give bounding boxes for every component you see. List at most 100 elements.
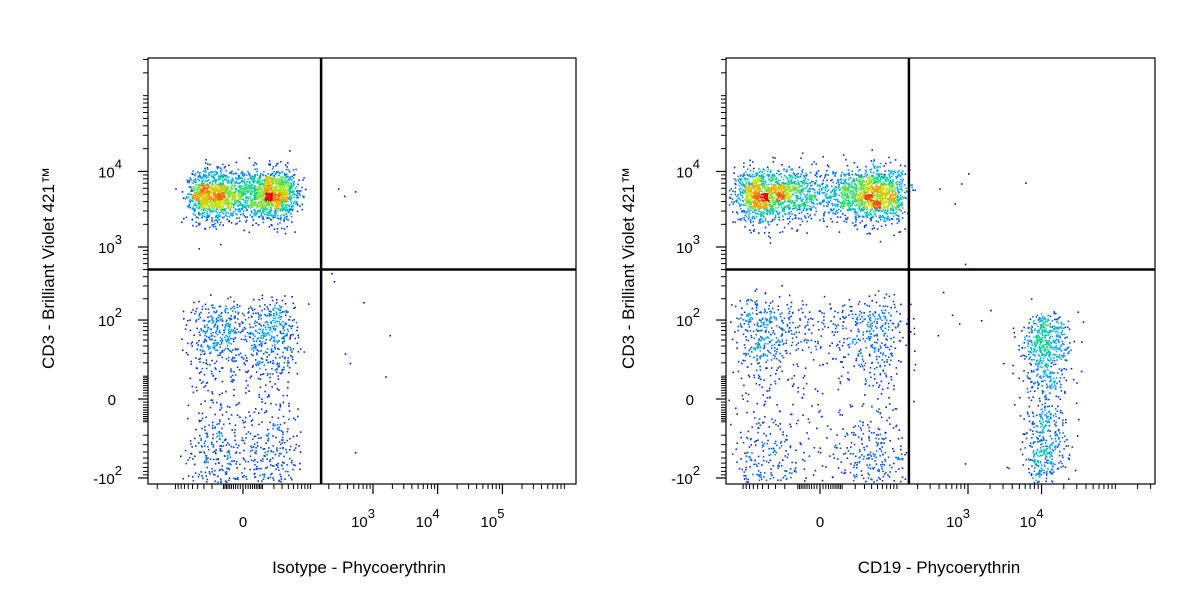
event-dot: [219, 346, 222, 348]
event-dot: [218, 305, 221, 308]
event-dot: [271, 213, 273, 216]
event-dot: [290, 187, 293, 189]
event-dot: [252, 177, 255, 179]
event-dot: [259, 186, 262, 188]
event-dot: [226, 344, 229, 347]
event-dot: [234, 348, 237, 350]
event-dot: [276, 194, 278, 197]
event-dot: [217, 193, 220, 196]
event-dot: [225, 481, 228, 483]
event-dot: [830, 197, 832, 199]
event-dot: [749, 209, 752, 211]
event-dot: [269, 460, 271, 463]
event-dot: [198, 473, 201, 476]
event-dot: [801, 185, 804, 187]
event-dot: [867, 202, 870, 204]
event-dot: [196, 389, 198, 392]
event-dot: [276, 299, 278, 301]
event-dot: [201, 198, 204, 201]
event-dot: [275, 207, 277, 210]
event-dot: [204, 334, 206, 337]
event-dot: [256, 204, 258, 206]
event-dot: [801, 168, 804, 171]
event-dot: [854, 218, 857, 220]
event-dot: [210, 294, 212, 296]
event-dot: [798, 208, 800, 210]
event-dot: [254, 214, 257, 217]
event-dot: [209, 346, 211, 349]
event-dot: [235, 354, 237, 356]
event-dot: [206, 194, 209, 196]
event-dot: [870, 179, 873, 181]
event-dot: [264, 455, 266, 457]
event-dot: [212, 331, 214, 334]
event-dot: [266, 348, 269, 350]
event-dot: [230, 380, 233, 383]
event-dot: [200, 192, 203, 195]
event-dot: [853, 210, 856, 213]
event-dot: [747, 181, 750, 183]
event-dot: [225, 334, 227, 337]
event-dot: [278, 389, 280, 391]
event-dot: [244, 201, 246, 204]
event-dot: [826, 201, 828, 204]
event-dot: [267, 173, 270, 175]
event-dot: [257, 331, 259, 334]
event-dot: [287, 381, 289, 383]
event-dot: [894, 212, 897, 215]
event-dot: [283, 311, 286, 313]
event-dot: [239, 197, 242, 200]
event-dot: [837, 203, 839, 206]
event-dot: [264, 342, 266, 345]
event-dot: [285, 201, 287, 203]
event-dot: [261, 421, 263, 423]
event-dot: [263, 455, 265, 457]
event-dot: [237, 182, 239, 184]
event-dot: [191, 446, 193, 448]
event-dot: [219, 198, 222, 200]
event-dot: [230, 445, 233, 448]
event-dot: [271, 373, 274, 375]
event-dot: [763, 197, 765, 199]
event-dot: [193, 334, 195, 336]
event-dot: [256, 168, 258, 170]
event-dot: [241, 177, 243, 180]
event-dot: [835, 185, 837, 188]
event-dot: [778, 219, 781, 221]
event-dot: [296, 192, 299, 194]
event-dot: [251, 184, 253, 187]
event-dot: [219, 187, 222, 190]
event-dot: [249, 207, 251, 209]
event-dot: [282, 188, 284, 190]
event-dot: [288, 366, 291, 369]
event-dot: [236, 348, 238, 351]
event-dot: [851, 180, 854, 182]
event-dot: [220, 445, 223, 447]
event-dot: [243, 214, 245, 217]
event-dot: [229, 196, 231, 199]
event-dot: [282, 468, 284, 470]
event-dot: [237, 185, 240, 187]
event-dot: [389, 334, 391, 337]
event-dot: [222, 212, 224, 214]
event-dot: [203, 451, 205, 453]
event-dot: [761, 200, 764, 203]
event-dot: [277, 427, 279, 429]
event-dot: [748, 189, 750, 191]
event-dot: [244, 416, 247, 419]
event-dot: [866, 213, 869, 215]
event-dot: [258, 298, 260, 301]
event-dot: [893, 234, 895, 237]
event-dot: [243, 358, 245, 360]
event-dot: [234, 337, 237, 339]
event-dot: [255, 196, 257, 199]
event-dot: [276, 217, 279, 219]
event-dot: [219, 243, 222, 246]
event-dot: [286, 196, 289, 198]
event-dot: [285, 175, 288, 177]
event-dot: [288, 197, 290, 200]
event-dot: [194, 437, 196, 440]
event-dot: [237, 205, 239, 207]
event-dot: [282, 341, 284, 343]
event-dot: [239, 323, 241, 326]
